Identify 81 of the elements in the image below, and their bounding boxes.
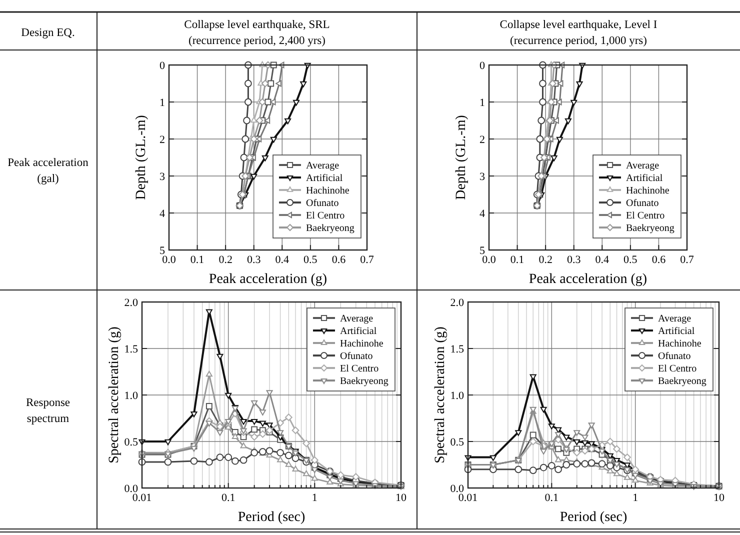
x-axis-title: Peak acceleration (g) <box>208 272 328 287</box>
legend-label: Average <box>340 314 374 324</box>
x-tick-label: 0.7 <box>680 254 694 266</box>
y-tick-label: 4 <box>480 208 486 220</box>
legend-label: Average <box>306 160 340 172</box>
y-tick-label: 2.0 <box>450 297 464 309</box>
y-tick-label: 0 <box>480 60 486 72</box>
x-tick-label: 0.2 <box>538 254 552 266</box>
x-axis-title: Peak acceleration (g) <box>528 272 648 287</box>
legend-label: Hachinohe <box>306 186 350 196</box>
x-tick-label: 1 <box>312 492 318 504</box>
x-tick-label: 0.4 <box>275 254 290 266</box>
legend-label: Ofunato <box>626 198 659 209</box>
y-tick-label: 1.0 <box>124 390 138 402</box>
y-tick-label: 1.5 <box>124 344 138 356</box>
y-axis-title: Spectral acceleration (g) <box>433 326 448 464</box>
x-tick-label: 0.1 <box>221 492 236 504</box>
y-tick-label: 0 <box>160 60 166 72</box>
legend-label: Ofunato <box>306 198 339 209</box>
text: Response spectrum <box>26 397 70 425</box>
x-axis-title: Period (sec) <box>238 510 306 525</box>
x-tick-label: 0.01 <box>458 492 478 504</box>
x-tick-label: 0.5 <box>304 254 318 266</box>
legend-label: Baekryeong <box>626 223 674 234</box>
y-tick-label: 0.5 <box>450 436 464 448</box>
x-tick-label: 0.2 <box>218 254 232 266</box>
legend-label: El Centro <box>658 364 697 374</box>
legend-label: Hachinohe <box>340 338 384 350</box>
x-tick-label: 0.6 <box>652 254 666 266</box>
legend-label: Artificial <box>658 326 695 337</box>
y-tick-label: 3 <box>160 171 166 183</box>
y-axis-title: Depth (GL.-m) <box>134 114 149 200</box>
y-tick-label: 0.0 <box>450 483 464 495</box>
x-tick-label: 0.6 <box>332 254 346 266</box>
x-tick-label: 0.3 <box>566 254 582 266</box>
y-tick-label: 0.5 <box>124 436 138 448</box>
legend-label: El Centro <box>340 364 379 374</box>
y-tick-label: 5 <box>480 245 486 257</box>
y-tick-label: 1 <box>480 97 485 109</box>
legend-label: Baekryeong <box>658 376 706 387</box>
y-tick-label: 3 <box>480 171 486 183</box>
chart-title: Collapse level earthquake, Level I (recurrence period, 1,000 yrs) <box>500 19 658 47</box>
legend-label: Baekryeong <box>340 376 388 387</box>
y-tick-label: 1.5 <box>450 344 464 356</box>
x-tick-label: 0.4 <box>595 254 610 266</box>
x-tick-label: 0.1 <box>544 492 559 504</box>
y-tick-label: 2 <box>480 134 485 146</box>
x-axis-title: Period (sec) <box>560 510 628 525</box>
legend-label: Artificial <box>626 173 663 184</box>
legend-label: Ofunato <box>340 351 373 362</box>
y-tick-label: 2.0 <box>124 297 138 309</box>
x-tick-label: 10 <box>396 492 407 504</box>
x-tick-label: 0.1 <box>510 254 524 266</box>
x-tick-label: 1 <box>632 492 638 504</box>
x-tick-label: 0.7 <box>360 254 374 266</box>
legend-label: Hachinohe <box>626 186 670 196</box>
legend-label: Average <box>658 314 692 324</box>
text: Design EQ. <box>21 27 75 39</box>
x-tick-label: 0.3 <box>246 254 262 266</box>
y-tick-label: 4 <box>160 208 166 220</box>
y-tick-label: 5 <box>160 245 166 257</box>
legend-label: Hachinohe <box>658 338 702 350</box>
y-tick-label: 1.0 <box>450 390 464 402</box>
y-tick-label: 0.0 <box>124 483 138 495</box>
text: Peak acceleration (gal) <box>8 157 89 185</box>
y-axis-title: Depth (GL.-m) <box>454 114 469 200</box>
x-tick-label: 0.1 <box>190 254 204 266</box>
x-tick-label: 0.01 <box>132 492 152 504</box>
x-tick-label: 0.5 <box>624 254 638 266</box>
legend-label: El Centro <box>306 210 345 222</box>
y-tick-label: 2 <box>160 134 165 146</box>
x-tick-label: 10 <box>714 492 725 504</box>
legend-label: Ofunato <box>658 351 691 362</box>
y-axis-title: Spectral acceleration (g) <box>107 326 122 464</box>
legend-label: Artificial <box>340 326 377 337</box>
legend-label: Average <box>626 160 660 172</box>
chart-title: Collapse level earthquake, SRL (recurrence period, 2,400 yrs) <box>184 19 330 47</box>
legend-label: Artificial <box>306 173 343 184</box>
legend-label: El Centro <box>626 210 665 222</box>
y-tick-label: 1 <box>160 97 165 109</box>
legend-label: Baekryeong <box>306 223 354 234</box>
